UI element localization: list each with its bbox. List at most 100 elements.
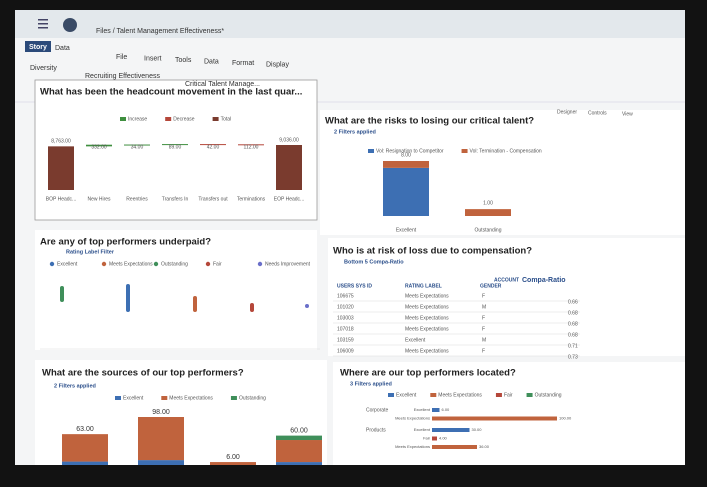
legend-swatch xyxy=(120,117,126,121)
category-label: EOP Headc... xyxy=(274,196,304,202)
legend-swatch xyxy=(388,393,394,397)
panel-title: Where are our top performers located? xyxy=(340,368,516,379)
value-label: 100.00 xyxy=(559,416,572,421)
table-cell: 0.73 xyxy=(568,354,578,360)
waterfall-bar xyxy=(124,144,150,146)
panel-underpaid xyxy=(35,230,317,350)
value-label: 4.00 xyxy=(439,436,448,441)
waterfall-bar xyxy=(276,145,302,190)
bar xyxy=(432,408,440,412)
waterfall-bar xyxy=(200,144,226,146)
value-label: 89.00 xyxy=(169,144,182,150)
total-label: 6.00 xyxy=(226,454,240,461)
waterfall-bar xyxy=(238,144,264,146)
panel-title: What has been the headcount movement in … xyxy=(40,87,302,98)
menu-item: Format xyxy=(232,60,254,67)
legend-label: Excellent xyxy=(396,392,417,398)
stacked-bar xyxy=(138,417,184,461)
legend-label: Increase xyxy=(128,116,147,122)
stacked-bar xyxy=(276,462,322,465)
category-label: New Hires xyxy=(87,196,111,202)
total-label: 63.00 xyxy=(76,426,94,433)
story-tab[interactable] xyxy=(25,41,51,52)
table-cell: 103159 xyxy=(337,337,354,343)
legend-label: Meets Expectations xyxy=(438,392,482,398)
table-cell: Meets Expectations xyxy=(405,326,449,332)
value-label: 42.00 xyxy=(207,144,220,150)
menu-icon[interactable] xyxy=(38,19,48,29)
tool-item: View xyxy=(622,111,633,117)
legend-label: Vol: Resignation to Competitor xyxy=(376,148,444,154)
value-label: 6.00 xyxy=(442,407,451,412)
panel-title: What are the sources of our top performe… xyxy=(42,368,244,379)
page-tab: Recruiting Effectiveness xyxy=(85,73,160,80)
filter-label: Rating Label Filter xyxy=(66,249,115,255)
legend-label: Excellent xyxy=(57,261,78,267)
stacked-bar xyxy=(383,167,429,216)
tool-item: Designer xyxy=(557,109,577,115)
value-label: 332.00 xyxy=(91,144,107,150)
legend-swatch xyxy=(49,261,55,267)
legend-label: Meets Expectations xyxy=(109,261,153,267)
total-label: 1.00 xyxy=(483,200,493,206)
menu-item: Data xyxy=(204,58,219,65)
value-label: 30.00 xyxy=(472,427,483,432)
category-label: BOP Headc... xyxy=(46,196,76,202)
stacked-bar xyxy=(62,434,108,462)
category-label: Excellent xyxy=(414,407,431,412)
panel-title: Who is at risk of loss due to compensati… xyxy=(333,246,532,257)
table-cell: 0.66 xyxy=(568,299,578,305)
table-cell: 106675 xyxy=(337,293,354,299)
stacked-bar xyxy=(138,460,184,465)
table-cell: Meets Expectations xyxy=(405,348,449,354)
bar xyxy=(432,436,437,441)
legend-swatch xyxy=(161,396,168,400)
menu-item: File xyxy=(116,54,127,61)
table-cell: F xyxy=(482,326,485,332)
panel-title: What are the risks to losing our critica… xyxy=(325,116,534,127)
filter-label: 3 Filters applied xyxy=(350,381,392,387)
strip-dots xyxy=(60,284,309,312)
mode-tab: Data xyxy=(55,45,70,52)
table-cell: 106009 xyxy=(337,348,354,354)
legend-swatch xyxy=(230,396,237,400)
breadcrumb: Files / Talent Management Effectiveness* xyxy=(96,28,224,35)
legend-label: Needs Improvement xyxy=(265,261,311,267)
table-cell: 0.71 xyxy=(568,343,578,349)
filter-label: 2 Filters applied xyxy=(54,383,96,389)
table-cell: 0.68 xyxy=(568,332,578,338)
category-label: Fair xyxy=(423,436,431,441)
category-label: Terminations xyxy=(237,196,266,202)
panel-title: Are any of top performers underpaid? xyxy=(40,237,211,248)
legend-label: Outstanding xyxy=(161,261,188,267)
category-label: Transfers out xyxy=(198,196,228,202)
category-label: Meets Expectations xyxy=(395,444,430,449)
legend-label: Outstanding xyxy=(239,395,266,401)
column-header: ACCOUNT xyxy=(494,277,519,283)
legend-swatch xyxy=(461,149,468,153)
category-label: Excellent xyxy=(414,427,431,432)
avatar[interactable] xyxy=(63,18,77,32)
legend-swatch xyxy=(368,149,374,153)
filter-label: 2 Filters applied xyxy=(334,129,376,135)
stacked-bar xyxy=(62,461,108,465)
stacked-bar xyxy=(276,440,322,463)
legend-swatch xyxy=(495,393,502,397)
legend-swatch xyxy=(257,261,263,267)
category-label: Meets Expectations xyxy=(395,416,430,421)
group-label: Products xyxy=(366,427,386,433)
category-label: Reentries xyxy=(126,196,148,202)
waterfall-bar xyxy=(86,144,112,147)
column-header: RATING LABEL xyxy=(405,283,442,289)
menu-item: Display xyxy=(266,61,289,68)
legend-swatch xyxy=(165,117,172,121)
legend-swatch xyxy=(101,261,107,267)
table-cell: 0.68 xyxy=(568,321,578,327)
stacked-bar xyxy=(383,161,429,168)
column-header: Compa-Ratio xyxy=(522,277,566,284)
menu-item: Tools xyxy=(175,57,192,64)
table-cell: 101020 xyxy=(337,304,354,310)
legend-swatch xyxy=(526,393,533,397)
total-label: 60.00 xyxy=(290,427,308,434)
